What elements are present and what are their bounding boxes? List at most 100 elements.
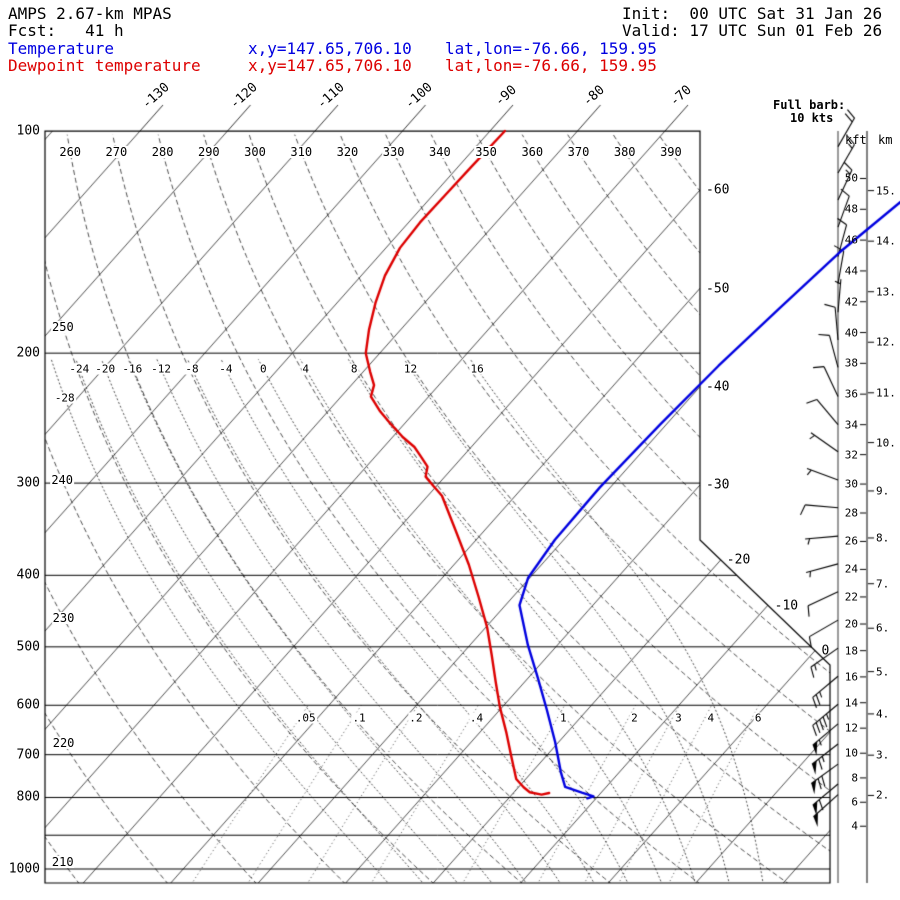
legend-temperature-xy: x,y=147.65,706.10 (248, 39, 412, 58)
dry-adiabat-left-label: 220 (51, 736, 76, 751)
isotherm-right-label: 0 (821, 643, 830, 659)
kft-label: 48 (844, 202, 858, 216)
wind-barb-note-line1: Full barb: (773, 98, 846, 112)
kft-label: 10 (844, 746, 858, 760)
dry-adiabat-left-label: 210 (50, 854, 75, 869)
kft-label: 38 (844, 356, 858, 370)
dry-adiabat-top-label: 290 (196, 145, 221, 159)
mixing-ratio-label: 2 (630, 711, 639, 725)
legend-temperature-label: Temperature (8, 39, 114, 58)
legend-dewpoint-latlon: lat,lon=-76.66, 159.95 (445, 56, 657, 75)
km-label: 14. (876, 234, 896, 248)
moist-adiabat-label: 16 (469, 362, 485, 376)
forecast-hour: Fcst: 41 h (8, 21, 124, 40)
dry-adiabat-top-label: 330 (381, 145, 406, 159)
mixing-ratio-label: .05 (294, 711, 317, 725)
kft-label: 28 (844, 506, 858, 520)
km-label: 7. (876, 577, 890, 591)
moist-adiabat-label: -4 (218, 362, 234, 376)
kft-label: 32 (844, 448, 858, 462)
wind-barb-note-line2: 10 kts (790, 111, 834, 125)
kft-label: 30 (844, 477, 858, 491)
kft-label: 50 (844, 171, 858, 185)
km-label: 13. (876, 285, 896, 299)
init-time: Init: 00 UTC Sat 31 Jan 26 (622, 4, 883, 23)
kft-label: 4 (851, 819, 858, 833)
kft-label: 18 (844, 644, 858, 658)
kft-label: 40 (844, 326, 858, 340)
pressure-label: 400 (16, 567, 40, 583)
mixing-ratio-label: 4 (706, 711, 716, 725)
km-label: 3. (876, 748, 890, 762)
moist-adiabat-label: -24 (68, 362, 91, 376)
dry-adiabat-left-label: 230 (51, 611, 76, 626)
dry-adiabat-top-label: 320 (335, 145, 360, 159)
km-axis-header: km (878, 133, 893, 147)
moist-adiabat-left-label: -28 (53, 391, 76, 405)
moist-adiabat-label: -16 (121, 362, 144, 376)
dry-adiabat-top-label: 280 (150, 145, 175, 159)
mixing-ratio-label: .4 (468, 711, 485, 725)
dry-adiabat-top-label: 260 (58, 145, 83, 159)
isotherm-right-label: -50 (706, 281, 730, 297)
km-label: 12. (876, 335, 896, 349)
km-label: 11. (876, 386, 896, 400)
legend-dewpoint-xy: x,y=147.65,706.10 (248, 56, 412, 75)
mixing-ratio-label: 3 (674, 711, 683, 725)
pressure-label: 200 (16, 345, 40, 361)
kft-label: 8 (851, 771, 858, 785)
dry-adiabat-top-label: 310 (289, 145, 314, 159)
moist-adiabat-label: -20 (94, 362, 117, 376)
km-label: 15. (876, 184, 896, 198)
km-label: 8. (876, 531, 890, 545)
moist-adiabat-label: 8 (349, 362, 359, 376)
dry-adiabat-top-label: 350 (474, 145, 498, 159)
dry-adiabat-top-label: 340 (428, 145, 452, 159)
pressure-label: 600 (16, 697, 40, 713)
kft-label: 36 (844, 387, 858, 401)
pressure-label: 100 (16, 123, 40, 139)
isotherm-right-label: -40 (706, 379, 730, 395)
legend-dewpoint-label: Dewpoint temperature (8, 56, 201, 75)
kft-label: 16 (844, 670, 858, 684)
dry-adiabat-left-label: 240 (50, 473, 75, 488)
legend-temperature-latlon: lat,lon=-76.66, 159.95 (445, 39, 657, 58)
dry-adiabat-top-label: 360 (520, 145, 545, 159)
isotherm-right-label: -20 (726, 552, 751, 568)
valid-time: Valid: 17 UTC Sun 01 Feb 26 (622, 21, 883, 40)
mixing-ratio-label: 1 (558, 711, 568, 725)
kft-label: 6 (851, 795, 858, 809)
dry-adiabat-top-label: 300 (243, 145, 267, 159)
moist-adiabat-label: 4 (301, 362, 310, 376)
pressure-label: 300 (16, 475, 40, 491)
isotherm-right-label: -30 (706, 477, 730, 493)
kft-label: 34 (844, 418, 858, 432)
dry-adiabat-top-label: 390 (659, 145, 683, 159)
pressure-label: 700 (16, 747, 40, 763)
km-label: 10. (876, 436, 896, 450)
km-label: 9. (876, 484, 890, 498)
kft-label: 26 (844, 534, 858, 548)
kft-label: 14 (844, 696, 858, 710)
pressure-label: 800 (16, 789, 40, 805)
kft-label: 20 (844, 617, 858, 631)
model-title: AMPS 2.67-km MPAS (8, 4, 172, 23)
kft-label: 44 (844, 264, 858, 278)
moist-adiabat-label: 12 (402, 362, 419, 376)
isotherm-right-label: -60 (706, 182, 730, 198)
kft-label: 24 (844, 562, 858, 576)
dry-adiabat-top-label: 270 (104, 145, 129, 159)
km-label: 6. (876, 621, 890, 635)
kft-axis-header: kft (845, 133, 867, 147)
moist-adiabat-label: 0 (259, 362, 268, 376)
moist-adiabat-label: -8 (184, 362, 200, 376)
dry-adiabat-top-label: 370 (566, 145, 591, 159)
dry-adiabat-top-label: 380 (612, 145, 637, 159)
pressure-label: 1000 (8, 861, 40, 877)
kft-label: 12 (844, 721, 858, 735)
mixing-ratio-label: .1 (351, 711, 367, 725)
km-label: 4. (876, 707, 890, 721)
moist-adiabat-label: -12 (150, 362, 172, 376)
